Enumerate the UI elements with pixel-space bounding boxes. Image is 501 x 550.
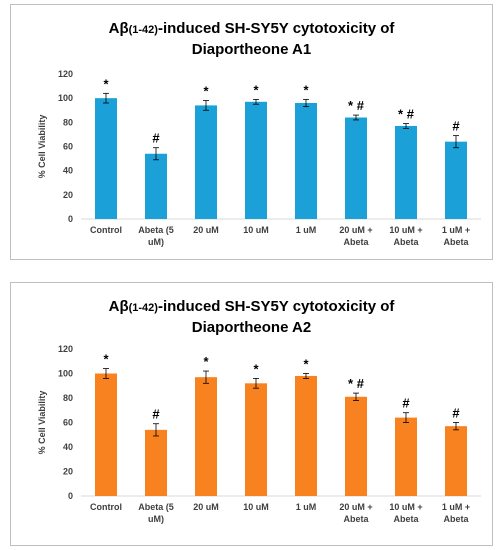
x-tick-label: 10 uM — [243, 502, 269, 512]
x-tick-label: Abeta — [343, 514, 369, 524]
significance-marker: * # — [348, 98, 365, 113]
bar — [445, 426, 467, 496]
bar — [295, 103, 317, 219]
y-tick-label: 80 — [63, 393, 73, 403]
chart-title-prefix: Aβ — [108, 298, 129, 315]
x-tick-label: Abeta — [393, 237, 419, 247]
significance-marker: * # — [398, 107, 415, 122]
x-tick-label: Abeta — [443, 514, 469, 524]
significance-marker: * — [203, 354, 209, 369]
y-tick-label: 120 — [58, 344, 73, 354]
x-tick-label: 1 uM — [296, 225, 317, 235]
significance-marker: # — [152, 131, 160, 146]
chart-title-subscript: (1-42) — [128, 24, 158, 36]
bar — [195, 105, 217, 219]
x-tick-label: Abeta (5 — [138, 225, 174, 235]
y-tick-label: 20 — [63, 467, 73, 477]
y-tick-label: 60 — [63, 142, 73, 152]
x-tick-label: Abeta — [443, 237, 469, 247]
y-tick-label: 100 — [58, 369, 73, 379]
y-tick-label: 100 — [58, 93, 73, 103]
chart-title-line2: Diaportheone A2 — [191, 319, 312, 336]
y-tick-label: 40 — [63, 442, 73, 452]
significance-marker: * — [103, 352, 109, 367]
y-tick-label: 60 — [63, 418, 73, 428]
significance-marker: * — [103, 76, 109, 91]
y-tick-label: 120 — [58, 69, 73, 79]
x-tick-label: Control — [90, 502, 122, 512]
chart-title-prefix: Aβ — [108, 20, 129, 37]
y-tick-label: 80 — [63, 117, 73, 127]
x-tick-label: Abeta — [393, 514, 419, 524]
significance-marker: * — [203, 84, 209, 99]
bar — [445, 141, 467, 219]
y-tick-label: 0 — [68, 214, 73, 224]
x-tick-label: 20 uM — [193, 502, 219, 512]
bar — [145, 429, 167, 496]
y-axis-label: % Cell Viability — [37, 391, 47, 455]
chart-title-line2: Diaportheone A1 — [191, 41, 312, 58]
significance-marker: * # — [348, 376, 365, 391]
chart-title: Aβ(1-42)-induced SH-SY5Y cytotoxicity of… — [11, 19, 492, 59]
x-tick-label: Abeta (5 — [138, 502, 174, 512]
bar — [395, 125, 417, 219]
bar — [295, 375, 317, 496]
chart-title-subscript: (1-42) — [128, 302, 158, 314]
x-tick-label: 20 uM + — [339, 502, 372, 512]
bar — [95, 373, 117, 496]
chart-title-rest: -induced SH-SY5Y cytotoxicity of — [157, 298, 395, 315]
chart-panel-a2: Aβ(1-42)-induced SH-SY5Y cytotoxicity of… — [10, 282, 493, 546]
bar — [345, 117, 367, 219]
chart-panel-a1: Aβ(1-42)-induced SH-SY5Y cytotoxicity of… — [10, 4, 493, 260]
x-tick-label: 20 uM + — [339, 225, 372, 235]
bar — [195, 377, 217, 496]
x-tick-label: Control — [90, 225, 122, 235]
bar — [95, 98, 117, 219]
y-axis-label: % Cell Viability — [37, 115, 47, 179]
significance-marker: * — [303, 82, 309, 97]
significance-marker: # — [452, 119, 460, 134]
y-tick-label: 0 — [68, 491, 73, 501]
bar-chart-a2: % Cell Viability 0 20 40 60 80 100 120 * Control #… — [37, 344, 481, 524]
x-tick-label: 1 uM + — [442, 225, 470, 235]
x-tick-label: 1 uM + — [442, 502, 470, 512]
x-tick-label: 20 uM — [193, 225, 219, 235]
x-tick-label: uM) — [148, 514, 164, 524]
significance-marker: # — [402, 396, 410, 411]
bar-chart-a1: % Cell Viability 0 20 40 60 80 100 120 * Control #… — [37, 69, 481, 247]
x-tick-label: 10 uM — [243, 225, 269, 235]
x-tick-label: 1 uM — [296, 502, 317, 512]
bar — [245, 101, 267, 219]
chart-title-rest: -induced SH-SY5Y cytotoxicity of — [157, 20, 395, 37]
y-tick-label: 20 — [63, 190, 73, 200]
y-tick-label: 40 — [63, 166, 73, 176]
significance-marker: * — [303, 357, 309, 372]
significance-marker: * — [253, 82, 259, 97]
bar — [145, 153, 167, 219]
significance-marker: # — [152, 407, 160, 422]
x-tick-label: uM) — [148, 237, 164, 247]
chart-title: Aβ(1-42)-induced SH-SY5Y cytotoxicity of… — [11, 297, 492, 337]
x-tick-label: Abeta — [343, 237, 369, 247]
bar — [245, 383, 267, 496]
x-tick-label: 10 uM + — [389, 225, 422, 235]
bar — [345, 396, 367, 496]
significance-marker: * — [253, 361, 259, 376]
bar — [395, 417, 417, 496]
x-tick-label: 10 uM + — [389, 502, 422, 512]
significance-marker: # — [452, 406, 460, 421]
